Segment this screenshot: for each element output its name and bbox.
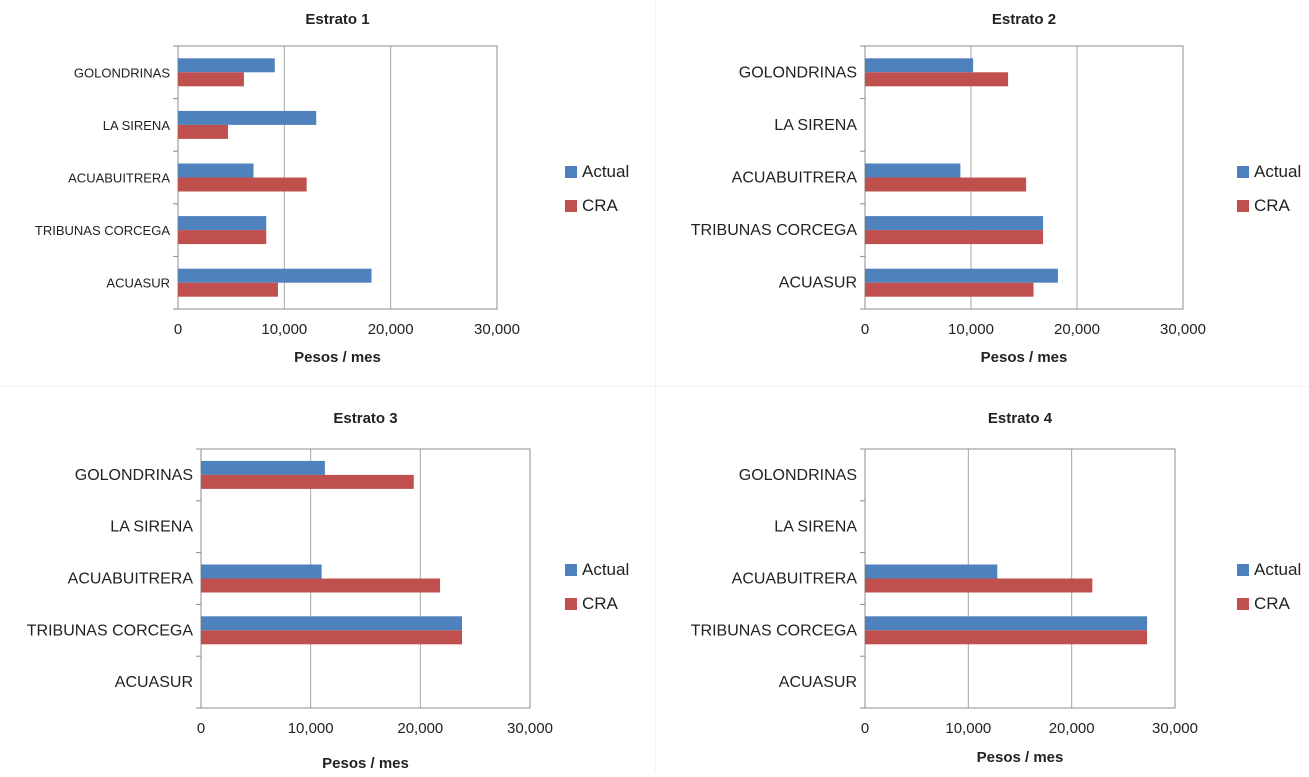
legend-swatch-cra: [565, 200, 577, 212]
x-tick-label: 30,000: [507, 720, 553, 737]
bar-actual-tribunas-corcega: [865, 216, 1044, 231]
category-label: ACUABUITRERA: [732, 571, 858, 588]
category-label: ACUASUR: [106, 276, 170, 291]
legend-label-actual: Actual: [582, 162, 629, 181]
legend-swatch-cra: [565, 598, 577, 610]
bar-cra-acuabuitrera: [865, 578, 1093, 593]
legend-label-actual: Actual: [1254, 560, 1301, 579]
x-tick-label: 20,000: [1049, 720, 1095, 737]
legend-label-cra: CRA: [1254, 196, 1291, 215]
bar-actual-acuabuitrera: [865, 564, 998, 579]
x-tick-label: 20,000: [1054, 321, 1100, 338]
x-tick-label: 10,000: [261, 321, 307, 338]
legend-label-cra: CRA: [582, 196, 619, 215]
bar-cra-golondrinas: [178, 72, 244, 87]
x-tick-label: 0: [174, 321, 182, 338]
bar-actual-tribunas-corcega: [201, 616, 463, 631]
bar-cra-la-sirena: [178, 124, 228, 139]
x-tick-label: 0: [197, 720, 205, 737]
chart-svg: Estrato 1 GOLONDRINAS LA SIRENA ACUABUITRER…: [35, 11, 629, 366]
legend-swatch-cra: [1237, 200, 1249, 212]
chart-title: Estrato 1: [305, 11, 369, 28]
chart-title: Estrato 4: [988, 410, 1053, 427]
bar-cra-tribunas-corcega: [201, 630, 463, 645]
legend-label-actual: Actual: [1254, 162, 1301, 181]
x-tick-label: 10,000: [288, 720, 334, 737]
chart-svg: Estrato 3 GOLONDRINAS LA SIRENA ACUABUITRER…: [27, 410, 630, 772]
x-tick-label: 10,000: [945, 720, 991, 737]
category-label: GOLONDRINAS: [739, 64, 857, 81]
x-tick-label: 30,000: [474, 321, 520, 338]
legend-swatch-actual: [1237, 564, 1249, 576]
bar-cra-acuasur: [178, 282, 278, 297]
bar-actual-la-sirena: [178, 110, 317, 125]
bar-actual-acuabuitrera: [865, 163, 961, 178]
chart-svg: Estrato 2 GOLONDRINAS LA SIRENA ACUABUITRER…: [691, 11, 1302, 366]
bar-cra-tribunas-corcega: [865, 630, 1148, 645]
bar-actual-acuasur: [178, 268, 372, 283]
category-label: LA SIRENA: [103, 118, 171, 133]
bar-cra-golondrinas: [201, 474, 414, 489]
legend-label-cra: CRA: [1254, 594, 1291, 613]
bar-cra-tribunas-corcega: [865, 230, 1044, 245]
legend-swatch-cra: [1237, 598, 1249, 610]
x-tick-label: 0: [861, 720, 869, 737]
bar-cra-acuabuitrera: [178, 177, 307, 192]
category-label: LA SIRENA: [774, 117, 857, 134]
bar-actual-acuabuitrera: [201, 564, 322, 579]
category-label: TRIBUNAS CORCEGA: [691, 622, 858, 639]
chart-svg: Estrato 4 GOLONDRINAS LA SIRENA ACUABUITRER…: [691, 410, 1302, 766]
category-label: TRIBUNAS CORCEGA: [27, 622, 194, 639]
category-label: LA SIRENA: [774, 519, 857, 536]
chart-title: Estrato 3: [333, 410, 397, 427]
category-label: ACUASUR: [779, 275, 857, 292]
legend-label-cra: CRA: [582, 594, 619, 613]
x-axis-label: Pesos / mes: [981, 349, 1068, 366]
x-tick-label: 10,000: [948, 321, 994, 338]
x-tick-label: 20,000: [368, 321, 414, 338]
bar-actual-acuasur: [865, 268, 1058, 283]
category-label: TRIBUNAS CORCEGA: [35, 223, 170, 238]
bar-cra-golondrinas: [865, 72, 1009, 87]
legend-swatch-actual: [565, 564, 577, 576]
bar-actual-golondrinas: [865, 58, 974, 73]
category-label: GOLONDRINAS: [75, 467, 193, 484]
x-tick-label: 30,000: [1152, 720, 1198, 737]
legend-label-actual: Actual: [582, 560, 629, 579]
chart-estrato-3: Estrato 3 GOLONDRINAS LA SIRENA ACUABUITRER…: [0, 386, 655, 772]
category-label: GOLONDRINAS: [74, 65, 170, 80]
category-label: TRIBUNAS CORCEGA: [691, 222, 858, 239]
bar-cra-acuasur: [865, 282, 1034, 297]
category-label: ACUASUR: [115, 674, 193, 691]
legend-swatch-actual: [565, 166, 577, 178]
x-axis-label: Pesos / mes: [294, 349, 381, 366]
bar-cra-acuabuitrera: [201, 578, 441, 593]
chart-estrato-2: Estrato 2 GOLONDRINAS LA SIRENA ACUABUITRER…: [655, 0, 1309, 386]
x-axis-label: Pesos / mes: [977, 749, 1064, 766]
chart-estrato-4: Estrato 4 GOLONDRINAS LA SIRENA ACUABUITRER…: [655, 386, 1309, 772]
category-label: ACUASUR: [779, 674, 857, 691]
bar-actual-tribunas-corcega: [178, 216, 267, 231]
bar-actual-golondrinas: [201, 460, 325, 475]
bar-cra-tribunas-corcega: [178, 230, 267, 245]
bar-actual-golondrinas: [178, 58, 275, 73]
bar-actual-acuabuitrera: [178, 163, 254, 178]
category-label: ACUABUITRERA: [68, 571, 194, 588]
chart-estrato-1: Estrato 1 GOLONDRINAS LA SIRENA ACUABUITRER…: [0, 0, 655, 386]
category-label: ACUABUITRERA: [68, 171, 170, 186]
legend-swatch-actual: [1237, 166, 1249, 178]
bar-cra-acuabuitrera: [865, 177, 1027, 192]
x-axis-label: Pesos / mes: [322, 755, 409, 772]
category-label: LA SIRENA: [110, 519, 193, 536]
category-label: ACUABUITRERA: [732, 170, 858, 187]
category-label: GOLONDRINAS: [739, 467, 857, 484]
divider-horizontal: [0, 386, 1309, 387]
x-tick-label: 0: [861, 321, 869, 338]
x-tick-label: 30,000: [1160, 321, 1206, 338]
x-tick-label: 20,000: [397, 720, 443, 737]
chart-title: Estrato 2: [992, 11, 1056, 28]
bar-actual-tribunas-corcega: [865, 616, 1148, 631]
